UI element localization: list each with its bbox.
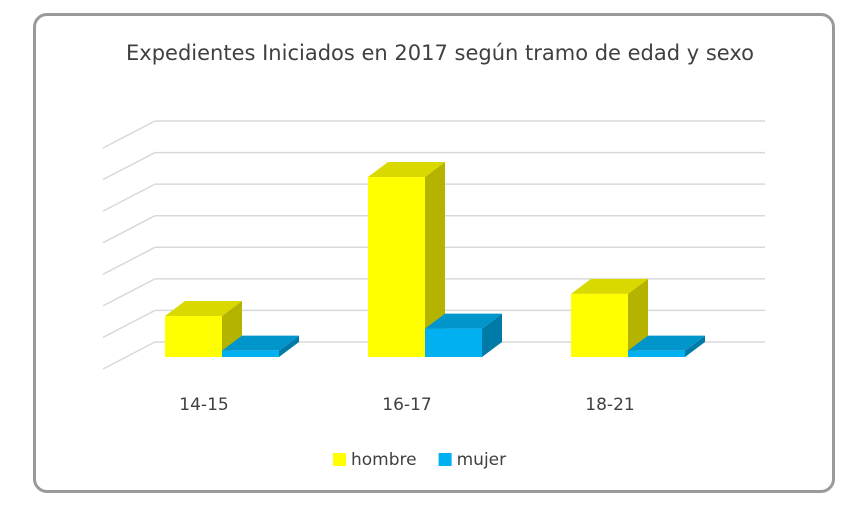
grid-line-side	[102, 246, 156, 275]
bar	[571, 293, 628, 357]
bar-top	[165, 300, 242, 316]
grid-line-side	[102, 341, 156, 370]
bar-side	[685, 335, 705, 357]
chart-title: Expedientes Iniciados en 2017 según tram…	[126, 41, 754, 65]
bar-side	[628, 278, 648, 357]
legend-swatch	[438, 453, 452, 466]
grid-line-side	[102, 278, 156, 307]
bar	[425, 328, 482, 357]
bar-side	[425, 162, 445, 357]
legend-swatch	[333, 453, 346, 466]
legend-label: mujer	[457, 450, 507, 470]
bar	[165, 315, 222, 357]
bar	[368, 177, 425, 357]
grid-line-side	[102, 309, 156, 339]
x-tick-label: 18-21	[585, 395, 634, 415]
bar-top	[571, 278, 648, 294]
bar-top	[425, 313, 502, 329]
grid-line-side	[102, 183, 156, 212]
bar-top	[368, 162, 445, 178]
legend-label: hombre	[351, 450, 417, 470]
x-tick-label: 16-17	[382, 395, 431, 415]
bar-side	[482, 313, 502, 357]
grid-line-side	[102, 151, 156, 181]
bar	[222, 350, 279, 357]
bar	[628, 350, 685, 357]
bar-top	[628, 335, 705, 351]
bar-side	[279, 335, 299, 357]
bar-top	[222, 335, 299, 351]
x-tick-label: 14-15	[179, 395, 228, 415]
grid-line-side	[102, 215, 156, 244]
grid-line-side	[102, 120, 156, 149]
